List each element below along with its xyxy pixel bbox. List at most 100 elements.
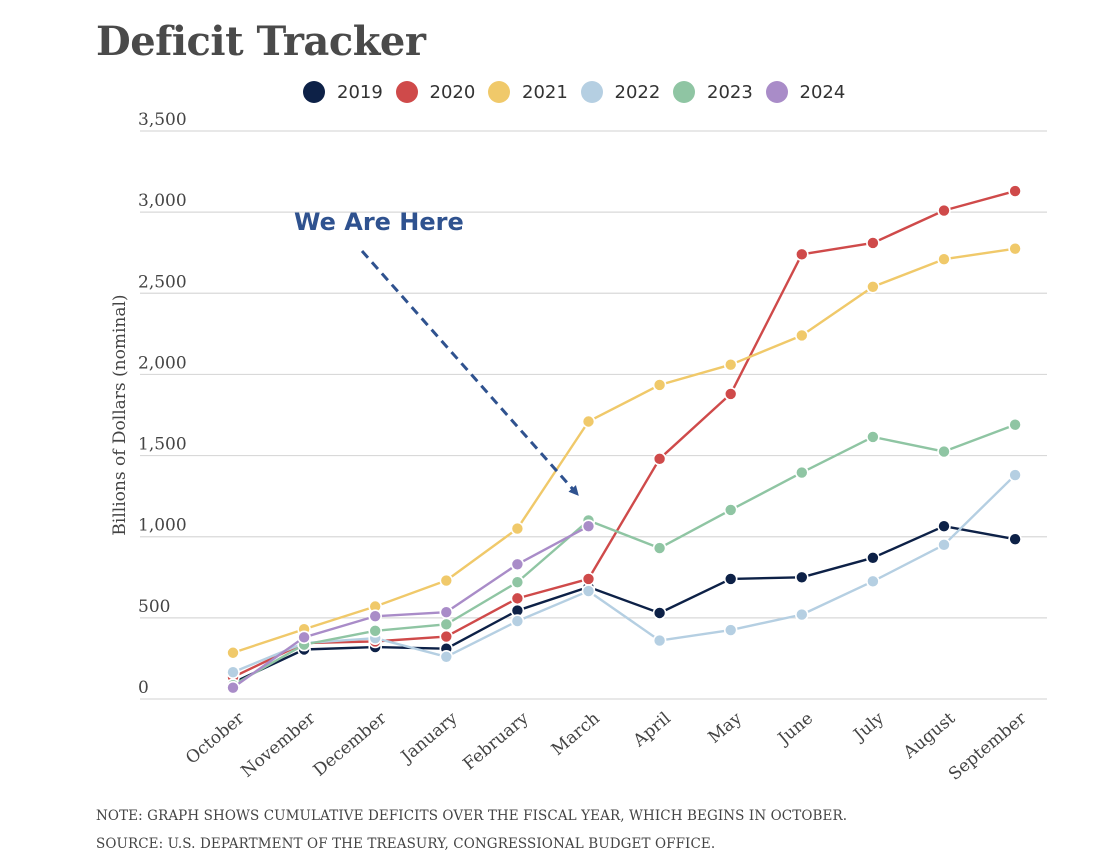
x-tick-label: November xyxy=(238,708,320,782)
series-lines xyxy=(226,184,1022,695)
point-2020-September xyxy=(1008,184,1022,198)
point-2024-January xyxy=(439,605,454,619)
x-tick-label: June xyxy=(773,709,817,751)
point-2022-March xyxy=(581,584,596,598)
point-2020-June xyxy=(794,247,809,262)
point-2021-April xyxy=(652,378,667,392)
legend-label: 2024 xyxy=(799,81,846,103)
series-line-2019 xyxy=(232,524,1016,684)
point-2023-May xyxy=(723,503,738,517)
legend-item-2023: 2023 xyxy=(673,76,753,108)
series-line-2023 xyxy=(232,423,1016,687)
legend-swatch xyxy=(303,81,325,103)
point-2021-February xyxy=(510,521,525,536)
point-2022-August xyxy=(937,538,951,552)
x-tick-label: July xyxy=(849,708,889,746)
point-2020-August xyxy=(937,203,951,218)
point-2021-October xyxy=(226,645,240,660)
point-2021-June xyxy=(794,328,809,343)
point-2022-January xyxy=(439,650,454,664)
point-2022-October xyxy=(226,665,240,680)
legend-item-2020: 2020 xyxy=(395,76,476,108)
point-2019-September xyxy=(1008,532,1022,546)
point-2023-June xyxy=(794,465,809,480)
source-note: SOURCE: U.S. DEPARTMENT OF THE TREASURY,… xyxy=(96,836,716,852)
legend: 2019 2020 2021 2022 2023 2024 xyxy=(0,76,1111,108)
x-tick-label: December xyxy=(310,708,391,781)
series-2021 xyxy=(226,241,1022,660)
series-2024 xyxy=(226,519,596,695)
legend-swatch xyxy=(395,81,418,103)
y-axis-ticks: 0 500 1,000 1,500 2,000 2,500 3,000 3,500 xyxy=(138,110,187,698)
point-2021-May xyxy=(723,357,738,372)
point-2022-May xyxy=(723,623,738,637)
point-2020-May xyxy=(723,387,738,401)
point-2023-September xyxy=(1008,417,1022,432)
point-2022-June xyxy=(794,607,809,622)
point-2023-December xyxy=(368,624,383,638)
legend-label: 2023 xyxy=(707,81,753,103)
legend-label: 2019 xyxy=(337,81,383,103)
point-2022-April xyxy=(652,633,667,648)
x-tick-label: April xyxy=(629,709,675,752)
x-tick-label: February xyxy=(459,708,532,774)
annotation-arrow xyxy=(360,250,579,496)
chart-title: Deficit Tracker xyxy=(96,18,426,65)
series-2019 xyxy=(226,519,1022,690)
legend-label: 2022 xyxy=(614,81,661,103)
series-line-2021 xyxy=(232,247,1016,654)
series-line-2020 xyxy=(232,189,1016,679)
y-tick-label: 1,500 xyxy=(138,435,187,455)
x-tick-label: March xyxy=(548,708,604,759)
x-tick-label: January xyxy=(396,708,462,768)
series-2020 xyxy=(226,184,1022,684)
point-2022-July xyxy=(866,574,880,589)
legend-swatch xyxy=(580,81,603,103)
point-2020-March xyxy=(581,572,596,586)
line-chart: 0 500 1,000 1,500 2,000 2,500 3,000 3,500 Octob… xyxy=(138,110,1047,785)
point-2019-May xyxy=(723,572,738,586)
point-2019-August xyxy=(937,519,951,533)
y-tick-label: 2,000 xyxy=(138,353,187,373)
point-2021-March xyxy=(581,414,596,429)
point-2024-March xyxy=(581,519,596,533)
point-2020-January xyxy=(439,629,454,644)
point-2020-July xyxy=(866,236,880,250)
point-2020-April xyxy=(652,452,667,466)
point-2021-January xyxy=(439,573,454,588)
x-tick-label: May xyxy=(705,708,747,747)
y-tick-label: 1,000 xyxy=(138,516,187,536)
point-2024-February xyxy=(510,557,525,572)
point-2022-February xyxy=(510,614,525,628)
y-tick-label: 0 xyxy=(138,678,149,698)
legend-swatch xyxy=(673,81,695,103)
legend-swatch xyxy=(765,81,788,103)
point-2024-November xyxy=(297,630,311,645)
point-2019-April xyxy=(652,606,667,620)
point-2024-December xyxy=(368,609,383,624)
series-2022 xyxy=(226,468,1022,680)
point-2023-April xyxy=(652,541,667,555)
x-tick-label: August xyxy=(899,708,959,763)
point-2023-July xyxy=(866,430,880,444)
y-tick-label: 3,000 xyxy=(138,191,187,211)
point-2019-July xyxy=(866,551,880,565)
point-2021-August xyxy=(937,252,951,267)
legend-label: 2020 xyxy=(429,81,476,103)
point-2023-August xyxy=(937,444,951,459)
point-2023-February xyxy=(510,575,525,589)
legend-swatch xyxy=(488,81,510,103)
point-2020-February xyxy=(510,591,525,606)
annotation-label: We Are Here xyxy=(294,208,464,236)
x-tick-label: September xyxy=(945,708,1031,785)
grid-lines xyxy=(140,130,1047,700)
point-2023-January xyxy=(439,617,454,632)
footnote: NOTE: GRAPH SHOWS CUMULATIVE DEFICITS OV… xyxy=(96,808,848,824)
legend-item-2021: 2021 xyxy=(488,76,568,108)
series-2023 xyxy=(226,417,1022,693)
x-tick-label: October xyxy=(182,708,249,769)
point-2021-July xyxy=(866,279,880,294)
y-tick-label: 2,500 xyxy=(138,272,187,292)
y-tick-label: 3,500 xyxy=(138,110,187,130)
